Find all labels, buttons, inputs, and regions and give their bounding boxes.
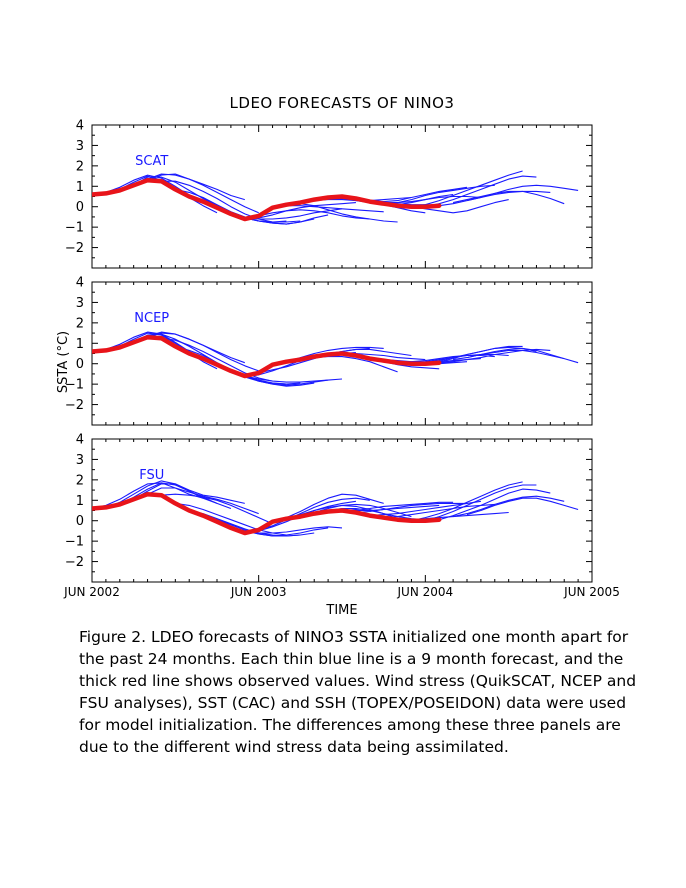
forecast-line-13	[258, 497, 370, 531]
panel-series	[92, 331, 579, 387]
x-tick-labels: JUN 2002 JUN 2003 JUN 2004 JUN 2005	[63, 585, 620, 599]
forecast-line-26	[439, 488, 551, 521]
x-tick-label: JUN 2003	[230, 585, 287, 599]
forecast-line-6	[161, 337, 273, 382]
y-tick-label: 1	[76, 180, 84, 195]
x-axis-label: TIME	[325, 603, 357, 618]
y-tick-label: −1	[65, 378, 84, 393]
forecast-line-13	[258, 347, 370, 374]
forecast-line-14	[272, 493, 384, 523]
y-tick-label: 0	[76, 357, 84, 372]
panel-fsu: −2 −1 0 1 2 3 4 FSU	[65, 433, 593, 583]
y-tick-label: −2	[65, 241, 84, 256]
forecast-line-20	[355, 502, 467, 514]
panel-ncep: −2 −1 0 1 2 3 4 NCEP	[65, 276, 593, 426]
y-tick-label: 0	[76, 200, 84, 215]
y-tick-label: −1	[65, 535, 84, 550]
forecast-line-19	[341, 501, 454, 512]
forecast-line-25	[425, 346, 537, 365]
forecast-line-25	[425, 175, 537, 208]
y-tick-label: 4	[76, 433, 84, 448]
y-tick-label: 1	[76, 494, 84, 509]
y-tick-label: 1	[76, 337, 84, 352]
forecast-line-2	[105, 480, 218, 508]
forecast-line-7	[175, 502, 287, 536]
forecast-line-4	[133, 483, 245, 504]
forecast-line-7	[175, 188, 287, 223]
y-tick-label: 0	[76, 514, 84, 529]
y-tick-label: 4	[76, 276, 84, 291]
forecast-line-1	[92, 482, 204, 510]
figure-caption: Figure 2. LDEO forecasts of NINO3 SSTA i…	[79, 628, 637, 756]
panel-label-fsu: FSU	[139, 468, 164, 483]
x-tick-label: JUN 2005	[563, 585, 620, 599]
y-tick-label: 4	[76, 119, 84, 134]
forecast-line-15	[286, 203, 398, 223]
forecast-line-25	[425, 484, 537, 522]
forecast-line-22	[383, 503, 495, 519]
y-tick-label: 3	[76, 139, 84, 154]
forecast-line-6	[161, 493, 273, 525]
panel-scat: −2 −1 0 1 2 3 4 SCAT	[65, 119, 593, 269]
forecast-line-3	[119, 482, 232, 510]
chart-panels: −2 −1 0 1 2 3 4 SCAT −2 −1 0 1 2 3 4 NCEP −2 −1 0 1 2 3 4 FSU	[65, 119, 593, 583]
y-tick-label: −2	[65, 398, 84, 413]
observed-line	[92, 177, 442, 222]
forecast-line-28	[466, 497, 579, 516]
forecast-line-27	[452, 190, 565, 205]
y-tick-label: −1	[65, 221, 84, 236]
y-tick-label: 3	[76, 453, 84, 468]
y-tick-label: −2	[65, 555, 84, 570]
figure-title: LDEO FORECASTS OF NINO3	[230, 94, 455, 112]
x-tick-label: JUN 2004	[397, 585, 454, 599]
y-tick-label: 2	[76, 473, 84, 488]
forecast-line-5	[147, 173, 259, 214]
y-axis-label: SSTA (°C)	[56, 331, 71, 393]
forecast-line-28	[466, 347, 579, 364]
forecast-line-26	[439, 190, 551, 207]
forecast-line-13	[258, 209, 370, 220]
y-tick-label: 2	[76, 159, 84, 174]
y-tick-label: 3	[76, 296, 84, 311]
nino3-forecast-figure: LDEO FORECASTS OF NINO3 SSTA (°C) TIME −…	[56, 94, 620, 618]
forecast-line-5	[147, 332, 259, 372]
forecast-line-24	[411, 481, 523, 522]
forecast-line-5	[147, 487, 259, 515]
panel-label-scat: SCAT	[135, 154, 168, 169]
forecast-line-27	[452, 495, 565, 518]
y-tick-label: 2	[76, 316, 84, 331]
forecast-line-12	[244, 202, 356, 220]
observed-line	[92, 334, 442, 379]
forecast-line-28	[466, 184, 579, 202]
forecast-line-24	[411, 170, 523, 208]
observed-line	[92, 491, 442, 536]
x-tick-label: JUN 2002	[63, 585, 120, 599]
panel-series	[92, 170, 579, 225]
panel-series	[92, 480, 579, 537]
panel-label-ncep: NCEP	[134, 311, 169, 326]
